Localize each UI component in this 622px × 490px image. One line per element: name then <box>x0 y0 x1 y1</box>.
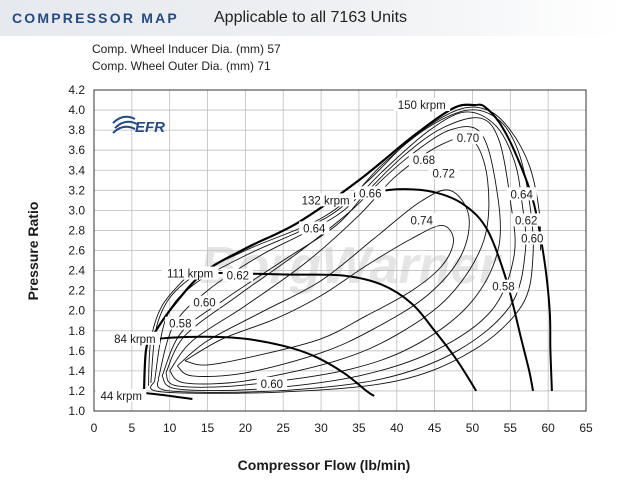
x-tick-label: 35 <box>352 421 366 435</box>
chart-heading: COMPRESSOR MAP <box>12 10 179 26</box>
logo-swirl <box>112 115 136 124</box>
curve-label: 0.58 <box>492 282 514 294</box>
curve-label: 44 krpm <box>100 391 142 403</box>
y-tick-label: 3.6 <box>68 143 85 157</box>
curve-label: 0.58 <box>169 319 191 331</box>
curve-label-bg <box>165 316 196 330</box>
curve-label: 150 krpm <box>398 100 446 112</box>
efficiency-island-074 <box>184 224 454 366</box>
x-tick-label: 15 <box>201 421 215 435</box>
x-tick-label: 40 <box>390 421 404 435</box>
efficiency-island-064 <box>156 111 527 393</box>
curve-label-bg <box>408 153 440 167</box>
x-axis-title: Compressor Flow (lb/min) <box>238 457 411 473</box>
y-tick-label: 2.4 <box>68 264 85 278</box>
curve-label: 0.60 <box>193 298 215 310</box>
x-tick-label: 20 <box>239 421 253 435</box>
plot-frame <box>93 89 587 412</box>
y-tick-label: 4.2 <box>68 83 85 97</box>
curve-label-bg <box>299 221 330 235</box>
curve-label-bg <box>406 213 437 227</box>
logo-swirl <box>114 120 138 129</box>
curve-label-bg <box>189 295 220 309</box>
curve-label-bg <box>511 213 542 227</box>
curve-label-bg <box>452 131 484 145</box>
curve-label: 0.68 <box>413 155 435 167</box>
curve-label-bg <box>506 187 537 201</box>
curve-label-bg <box>256 376 288 390</box>
y-tick-label: 2.2 <box>68 284 85 298</box>
curve-label-bg <box>355 186 386 200</box>
x-tick-label: 5 <box>129 421 136 435</box>
efficiency-island-066 <box>161 117 516 391</box>
y-tick-label: 2.8 <box>68 223 85 237</box>
y-tick-label: 1.0 <box>68 404 85 418</box>
curve-label-bg <box>161 266 219 280</box>
x-tick-label: 45 <box>428 421 442 435</box>
y-tick-label: 1.2 <box>68 384 85 398</box>
applicability-note: Applicable to all 7163 Units <box>214 9 408 26</box>
y-axis-title: Pressure Ratio <box>25 202 41 301</box>
x-tick-label: 0 <box>91 421 98 435</box>
curve-label-bg <box>109 331 160 345</box>
speed-line-84-krpm <box>146 335 375 397</box>
curve-label: 0.60 <box>521 233 543 245</box>
curve-label-bg <box>96 388 147 402</box>
curve-label: 0.72 <box>433 168 455 180</box>
efficiency-island-070 <box>169 136 490 385</box>
efr-logo-text: EFR <box>135 119 165 136</box>
efr-logo: EFR <box>112 115 165 136</box>
curve-label: 111 krpm <box>167 269 213 281</box>
x-tick-label: 30 <box>314 421 328 435</box>
outer-spec: Comp. Wheel Outer Dia. (mm) 71 <box>92 59 271 73</box>
curve-label-bg <box>428 166 459 180</box>
y-tick-label: 3.4 <box>68 163 85 177</box>
x-tick-label: 50 <box>466 421 480 435</box>
y-tick-label: 1.8 <box>68 324 85 338</box>
efficiency-island-072 <box>176 189 470 377</box>
speed-line-44-krpm <box>143 391 193 400</box>
x-tick-label: 10 <box>163 421 177 435</box>
x-tick-label: 55 <box>504 421 518 435</box>
curve-label: 0.62 <box>515 215 537 227</box>
x-tick-label: 60 <box>541 421 555 435</box>
curve-label: 0.66 <box>359 188 381 200</box>
x-tick-label: 25 <box>277 421 291 435</box>
curve-label-bg <box>517 231 548 245</box>
x-tick-label: 65 <box>579 421 593 435</box>
y-tick-label: 3.8 <box>68 123 85 137</box>
logo-swirl <box>112 125 136 134</box>
curve-label: 0.62 <box>227 271 249 283</box>
curve-label: 84 krpm <box>114 334 156 346</box>
y-tick-label: 1.4 <box>68 364 85 378</box>
inducer-spec: Comp. Wheel Inducer Dia. (mm) 57 <box>92 42 281 56</box>
y-tick-label: 4.0 <box>68 103 85 117</box>
curve-label: 132 krpm <box>302 195 350 207</box>
curve-label: 0.64 <box>510 189 533 201</box>
curve-label: 0.60 <box>261 379 283 391</box>
speed-line-111-krpm <box>203 271 478 392</box>
y-tick-label: 2.0 <box>68 304 85 318</box>
curve-label: 0.64 <box>303 223 326 235</box>
y-tick-label: 3.2 <box>68 183 85 197</box>
efficiency-island-062 <box>150 109 534 394</box>
y-tick-label: 3.0 <box>68 203 85 217</box>
y-tick-label: 1.6 <box>68 344 85 358</box>
curve-label-bg <box>393 98 451 112</box>
curve-label-bg <box>488 279 519 293</box>
header-bar: COMPRESSOR MAP Applicable to all 7163 Un… <box>0 0 622 36</box>
curve-label: 0.70 <box>457 133 479 145</box>
curve-label-bg <box>222 268 254 282</box>
curve-label: 0.74 <box>411 215 434 227</box>
curve-label-bg <box>297 193 355 207</box>
y-tick-label: 2.6 <box>68 244 85 258</box>
efficiency-island-058 <box>148 278 186 386</box>
